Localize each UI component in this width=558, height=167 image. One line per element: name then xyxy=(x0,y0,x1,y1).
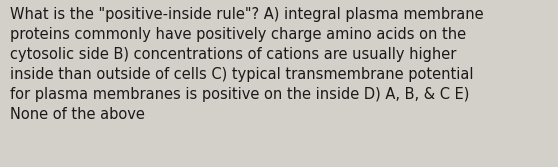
Text: What is the "positive-inside rule"? A) integral plasma membrane
proteins commonl: What is the "positive-inside rule"? A) i… xyxy=(10,7,484,122)
